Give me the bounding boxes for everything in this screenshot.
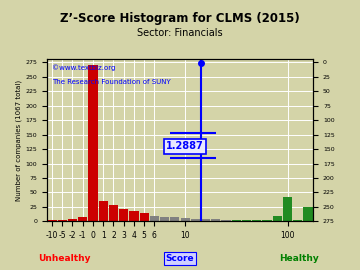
Text: Sector: Financials: Sector: Financials: [137, 28, 223, 38]
Bar: [160, 217, 169, 221]
Bar: [262, 220, 272, 221]
Bar: [180, 218, 190, 221]
Bar: [58, 220, 67, 221]
Bar: [242, 220, 251, 221]
Bar: [68, 218, 77, 221]
Bar: [109, 205, 118, 221]
Bar: [78, 217, 87, 221]
Bar: [201, 219, 210, 221]
Bar: [293, 220, 302, 221]
Bar: [303, 207, 313, 221]
Y-axis label: Number of companies (1067 total): Number of companies (1067 total): [16, 80, 22, 201]
Bar: [150, 216, 159, 221]
Text: 1.2887: 1.2887: [166, 141, 204, 151]
Bar: [170, 217, 180, 221]
Bar: [283, 197, 292, 221]
Bar: [99, 201, 108, 221]
Bar: [191, 218, 200, 221]
Bar: [88, 65, 98, 221]
Text: The Research Foundation of SUNY: The Research Foundation of SUNY: [52, 79, 171, 85]
Bar: [211, 219, 220, 221]
Bar: [273, 216, 282, 221]
Bar: [252, 220, 261, 221]
Text: Z’-Score Histogram for CLMS (2015): Z’-Score Histogram for CLMS (2015): [60, 12, 300, 25]
Bar: [232, 220, 241, 221]
Text: Score: Score: [166, 254, 194, 263]
Bar: [129, 211, 139, 221]
Bar: [47, 220, 57, 221]
Text: Unhealthy: Unhealthy: [39, 254, 91, 263]
Text: Healthy: Healthy: [279, 254, 319, 263]
Bar: [119, 209, 128, 221]
Text: ©www.textbiz.org: ©www.textbiz.org: [52, 64, 116, 71]
Bar: [140, 213, 149, 221]
Bar: [221, 220, 231, 221]
